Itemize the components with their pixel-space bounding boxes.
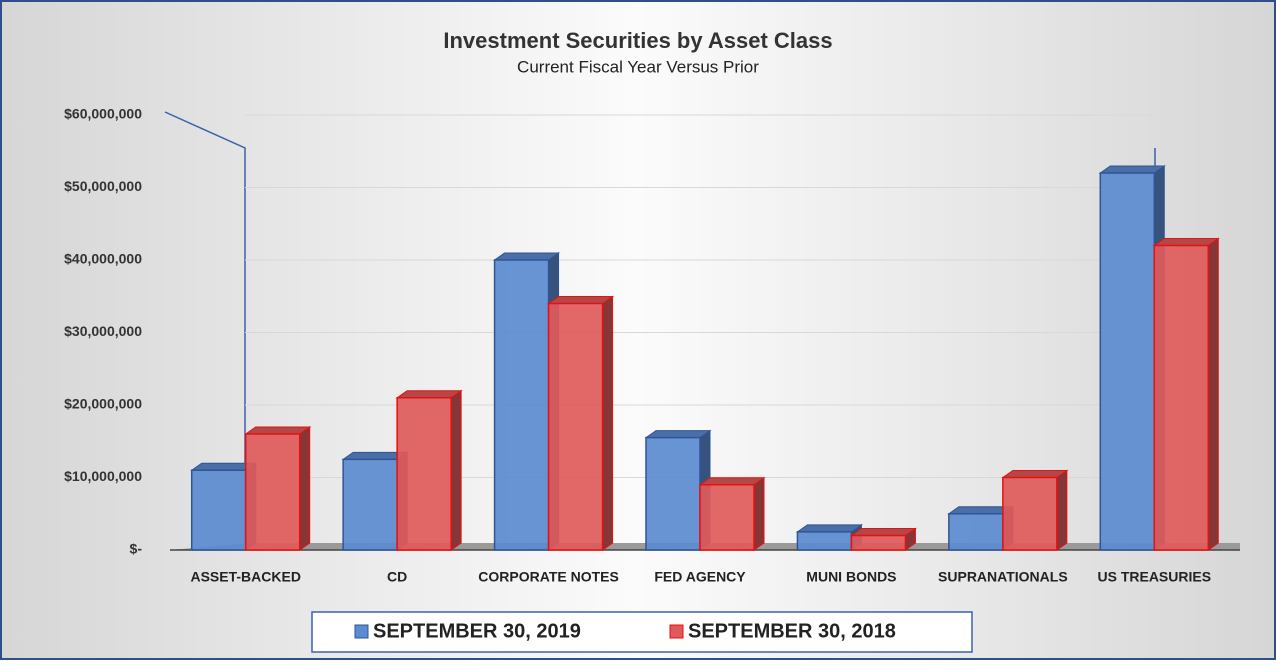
bar-top (1001, 470, 1069, 478)
bar (1099, 172, 1156, 551)
y-tick-label: $60,000,000 (64, 106, 142, 122)
bar-top (492, 252, 561, 261)
bar-side (450, 389, 462, 551)
bar-side (753, 476, 765, 551)
bar (948, 513, 1004, 551)
bar-top (849, 528, 918, 536)
bar (645, 436, 701, 551)
bar (1153, 244, 1210, 551)
x-tick-label: US TREASURIES (1097, 569, 1211, 585)
legend-swatch (669, 624, 684, 639)
bar-side (1056, 469, 1068, 551)
bar-top (395, 390, 463, 399)
bar (244, 433, 301, 551)
legend-label: SEPTEMBER 30, 2019 (373, 620, 581, 642)
legend-box (311, 611, 973, 653)
legend-swatch (354, 624, 369, 639)
bar-top (698, 477, 766, 486)
y-tick-label: $- (130, 541, 143, 557)
bar (396, 397, 452, 551)
x-tick-label: ASSET-BACKED (190, 569, 300, 585)
y-tick-label: $30,000,000 (64, 323, 142, 339)
bar (1002, 476, 1058, 551)
bar (796, 531, 853, 551)
bar (850, 534, 907, 551)
x-tick-label: SUPRANATIONALS (938, 569, 1068, 585)
bar (342, 458, 398, 551)
chart-subtitle: Current Fiscal Year Versus Prior (517, 57, 759, 76)
legend-label: SEPTEMBER 30, 2018 (688, 620, 896, 642)
x-tick-label: FED AGENCY (654, 569, 746, 585)
y-tick-label: $10,000,000 (64, 468, 142, 484)
bar (190, 469, 247, 551)
y-tick-label: $40,000,000 (64, 251, 142, 267)
bar-top (1098, 165, 1166, 174)
chart-title: Investment Securities by Asset Class (443, 28, 832, 53)
bar-side (1207, 237, 1219, 551)
bar-top (1152, 238, 1220, 246)
bar-top (244, 426, 312, 435)
bar-top (795, 524, 864, 533)
bar-side (299, 426, 311, 551)
x-tick-label: MUNI BONDS (806, 569, 896, 585)
bar-side (602, 295, 614, 551)
bar-top (644, 430, 712, 439)
bar-top (546, 296, 615, 304)
x-tick-label: CD (387, 569, 407, 585)
bar (699, 484, 755, 551)
x-tick-label: CORPORATE NOTES (478, 569, 619, 585)
side-wall (164, 111, 246, 543)
bar (547, 302, 604, 551)
bar (493, 259, 550, 551)
y-tick-label: $50,000,000 (64, 178, 142, 194)
y-tick-label: $20,000,000 (64, 396, 142, 412)
